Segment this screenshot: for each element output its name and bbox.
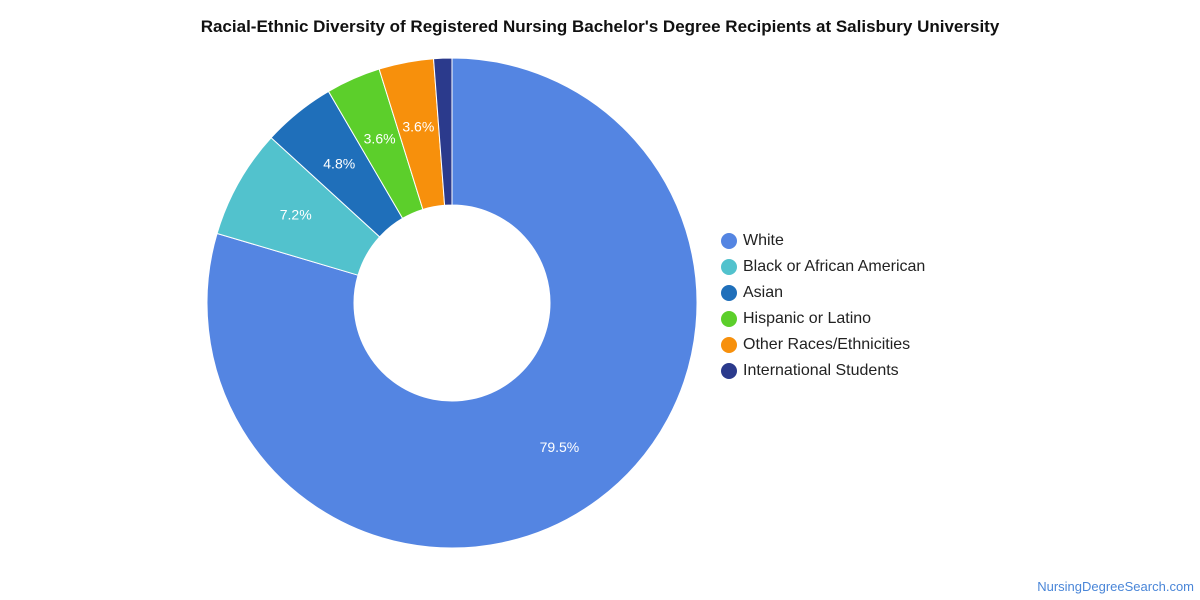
legend-label: White [743,232,784,249]
legend-swatch-icon [721,311,737,327]
slice-label: 79.5% [540,439,580,455]
chart-legend: White Black or African American Asian Hispa… [721,228,925,384]
slice-label: 3.6% [402,119,434,135]
legend-swatch-icon [721,233,737,249]
slice-label: 4.8% [323,155,355,171]
legend-item[interactable]: Other Races/Ethnicities [721,332,925,358]
slice-label: 3.6% [364,131,396,147]
legend-label: Other Races/Ethnicities [743,336,911,353]
legend-item[interactable]: Black or African American [721,254,925,280]
legend-item[interactable]: International Students [721,358,925,384]
legend-swatch-icon [721,259,737,275]
chart-title: Racial-Ethnic Diversity of Registered Nu… [200,17,1000,36]
legend-item[interactable]: Hispanic or Latino [721,306,925,332]
legend-label: Hispanic or Latino [743,310,872,327]
legend-swatch-icon [721,285,737,301]
slice-label: 7.2% [280,207,312,223]
legend-item[interactable]: White [721,228,925,254]
slice-international-students[interactable] [432,57,453,206]
legend-label: Black or African American [743,258,926,275]
legend-swatch-icon [721,337,737,353]
legend-label: Asian [743,284,784,301]
legend-swatch-icon [721,363,737,379]
source-watermark[interactable]: NursingDegreeSearch.com [1037,579,1194,594]
legend-item[interactable]: Asian [721,280,925,306]
legend-label: International Students [743,362,899,379]
slice-white[interactable] [206,57,698,549]
